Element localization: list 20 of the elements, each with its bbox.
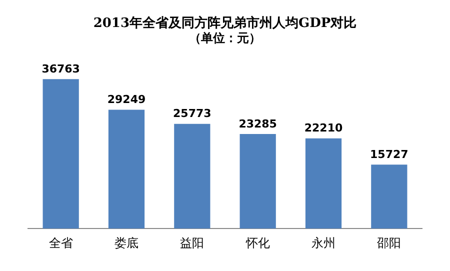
x-tick-label: 怀化 bbox=[244, 236, 270, 250]
data-label: 36763 bbox=[42, 62, 80, 76]
x-tick-label: 娄底 bbox=[114, 236, 138, 250]
chart-title: 2013年全省及同方阵兄弟市州人均GDP对比 bbox=[93, 15, 357, 32]
data-label: 29249 bbox=[107, 93, 146, 106]
data-label: 23285 bbox=[238, 117, 277, 130]
bar bbox=[108, 110, 145, 229]
data-label: 15727 bbox=[370, 148, 408, 162]
data-label: 25773 bbox=[173, 107, 212, 120]
bar bbox=[174, 124, 210, 229]
x-tick-label: 益阳 bbox=[180, 236, 204, 250]
x-tick-label: 永州 bbox=[312, 236, 336, 250]
data-label: 22210 bbox=[304, 122, 343, 135]
bar bbox=[240, 134, 276, 229]
x-tick-label: 全省 bbox=[48, 236, 73, 250]
bar bbox=[371, 164, 408, 229]
chart-subtitle: （单位：元） bbox=[189, 30, 261, 45]
bar bbox=[42, 79, 79, 229]
bar bbox=[305, 138, 342, 229]
x-tick-label: 邵阳 bbox=[377, 236, 402, 250]
